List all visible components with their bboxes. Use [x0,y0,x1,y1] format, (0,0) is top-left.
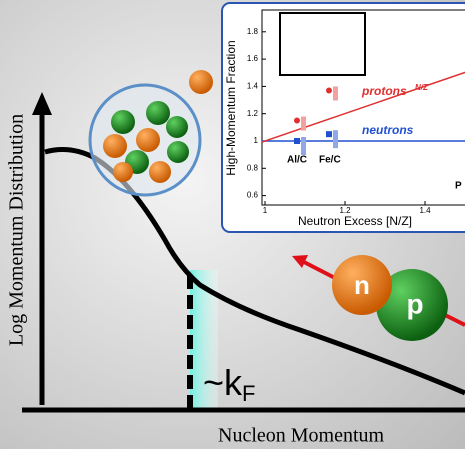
inset-y-tick: 1.2 [247,109,259,118]
inset-x-tick: 1 [263,206,268,215]
inset-y-tick: 1 [254,136,259,145]
neutron-band [301,137,306,155]
proton-band [301,117,306,131]
inset-x-tick: 1.4 [419,206,431,215]
protons-label: protons [361,84,407,98]
proton-label: p [406,288,423,319]
neutron-point [326,131,332,137]
neutron-label: n [354,270,370,300]
nz-label: N/Z [415,83,429,92]
proton-point [294,118,300,124]
neutron-band [333,130,338,148]
inset-y-tick: 1.4 [247,82,259,91]
inset-x-tick: 1.2 [339,206,351,215]
inset-y-tick: 0.8 [247,163,259,172]
inset-x-label: Neutron Excess [N/Z] [298,214,412,228]
inset-y-tick: 1.8 [247,27,259,36]
inset-y-tick: 0.6 [247,191,259,200]
neutrons-label: neutrons [362,123,414,137]
x-label: Nucleon Momentum [218,425,385,447]
target-label: P [455,181,462,192]
proton-point [326,87,332,93]
y-label: Log Momentum Distribution [6,114,28,346]
inset: High-Momentum Fraction Neutron Excess [N… [222,3,465,232]
target-label: Al/C [287,155,307,166]
inset-y-label: High-Momentum Fraction [224,40,238,175]
inset-y-tick: 1.6 [247,54,259,63]
target-label: Fe/C [319,155,341,166]
page: Log Momentum Distribution Nucleon Moment… [0,0,465,449]
neutron-point [294,138,300,144]
proton-band [333,86,338,100]
figure: Log Momentum Distribution Nucleon Moment… [0,0,465,449]
